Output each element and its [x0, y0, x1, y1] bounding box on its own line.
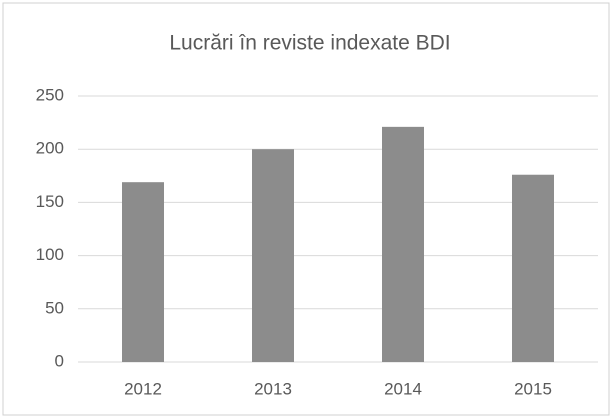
bar — [252, 149, 294, 362]
y-tick-label: 150 — [36, 192, 64, 211]
y-tick-label: 200 — [36, 139, 64, 158]
bar — [122, 182, 164, 362]
x-tick-label: 2015 — [514, 379, 552, 398]
y-tick-label: 100 — [36, 245, 64, 264]
bar — [382, 126, 424, 362]
y-tick-label: 250 — [36, 85, 64, 104]
x-tick-label: 2012 — [124, 379, 162, 398]
bar — [512, 174, 554, 362]
chart-title: Lucrări în reviste indexate BDI — [169, 32, 450, 55]
y-tick-label: 0 — [55, 351, 64, 370]
y-tick-label: 50 — [45, 298, 64, 317]
x-tick-label: 2013 — [254, 379, 292, 398]
x-tick-label: 2014 — [384, 379, 422, 398]
